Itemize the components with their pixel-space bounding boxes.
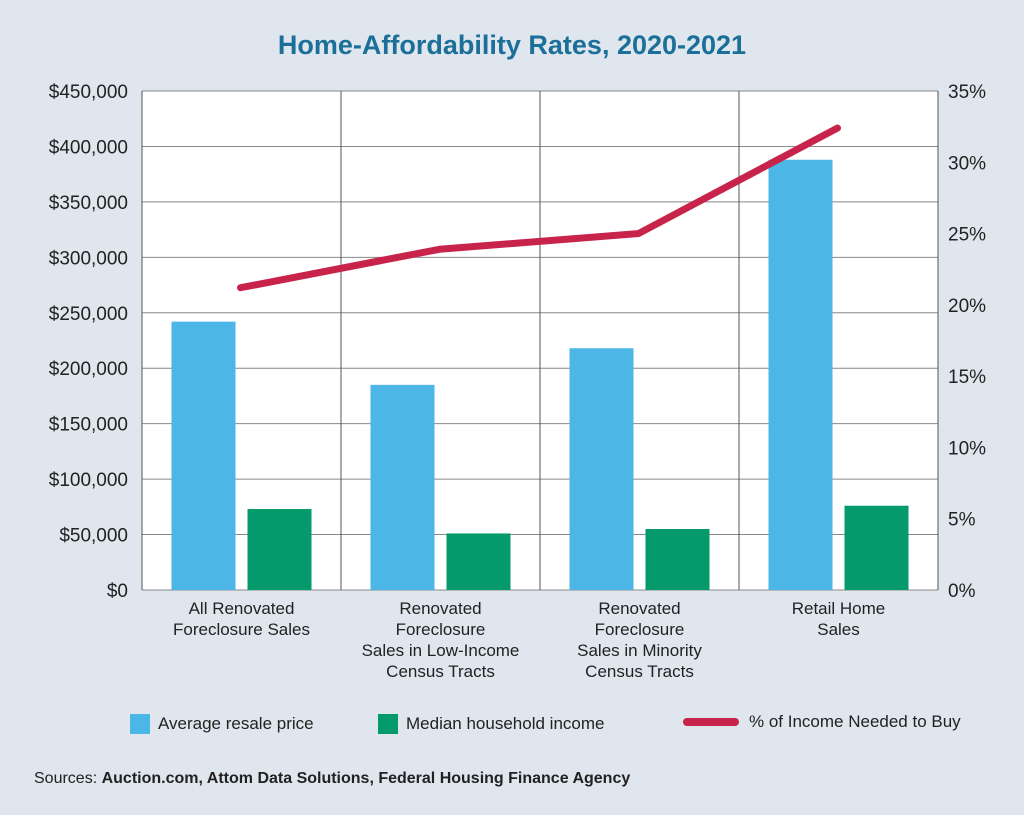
y-left-tick-label: $350,000 (49, 193, 128, 214)
y-left-tick-label: $100,000 (49, 470, 128, 491)
y-left-tick-label: $50,000 (59, 526, 128, 547)
bar-average-resale-price (171, 321, 236, 590)
legend-item-average-resale-price: Average resale price (130, 714, 314, 734)
y-right-tick-label: 30% (948, 153, 986, 174)
y-right-tick-label: 20% (948, 296, 986, 317)
x-category-label: Retail Home Sales (792, 599, 886, 639)
bar-median-household-income (446, 533, 511, 590)
sources-note: Sources: Auction.com, Attom Data Solutio… (34, 770, 630, 788)
y-left-tick-label: $0 (107, 581, 128, 602)
legend-swatch-median-household-income (378, 714, 398, 734)
y-right-tick-label: 15% (948, 367, 986, 388)
bar-average-resale-price (569, 348, 634, 590)
y-left-tick-label: $450,000 (49, 82, 128, 103)
x-category-label: Renovated Foreclosure Sales in Low-Income C… (362, 599, 520, 681)
y-right-tick-label: 0% (948, 581, 976, 602)
y-right-tick-label: 10% (948, 438, 986, 459)
y-right-tick-label: 35% (948, 82, 986, 103)
bar-average-resale-price (768, 159, 833, 591)
x-category-label: Renovated Foreclosure Sales in Minority Cen… (577, 599, 702, 681)
sources-text: Auction.com, Attom Data Solutions, Feder… (101, 770, 631, 787)
legend-swatch-income-needed (683, 718, 739, 726)
legend-label-median-household-income: Median household income (406, 714, 605, 733)
legend-label-average-resale-price: Average resale price (158, 714, 314, 733)
y-left-tick-label: $150,000 (49, 415, 128, 436)
chart-title: Home-Affordability Rates, 2020-2021 (277, 30, 747, 60)
legend-item-median-household-income: Median household income (378, 714, 604, 734)
x-category-label: All Renovated Foreclosure Sales (173, 599, 310, 639)
bar-median-household-income (645, 529, 710, 590)
bar-average-resale-price (370, 384, 435, 590)
y-left-tick-label: $250,000 (49, 304, 128, 325)
y-left-tick-label: $200,000 (49, 359, 128, 380)
line-income-needed (237, 124, 841, 292)
bar-median-household-income (247, 509, 312, 590)
y-left-tick-label: $400,000 (49, 137, 128, 158)
y-right-tick-label: 5% (948, 510, 976, 531)
y-left-tick-label: $300,000 (49, 248, 128, 269)
legend-label-income-needed: % of Income Needed to Buy (749, 712, 961, 731)
y-right-tick-label: 25% (948, 225, 986, 246)
legend-item-income-needed: % of Income Needed to Buy (683, 712, 961, 732)
bar-median-household-income (844, 505, 909, 590)
legend-swatch-average-resale-price (130, 714, 150, 734)
sources-prefix: Sources: (34, 770, 102, 787)
